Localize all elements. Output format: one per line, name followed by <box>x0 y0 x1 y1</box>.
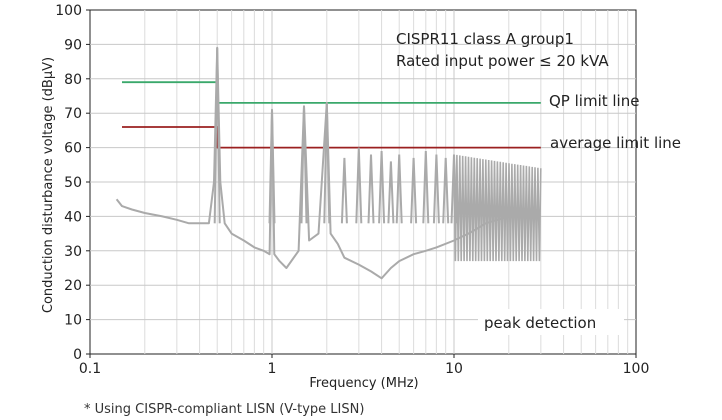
spectrum-peak <box>213 47 221 224</box>
y-axis-label: Conduction disturbance voltage (dBµV) <box>41 57 56 313</box>
y-tick-label: 20 <box>64 278 82 294</box>
qp-limit-label: QP limit line <box>549 92 639 110</box>
spectrum-peak <box>410 157 418 224</box>
spectrum-peak <box>300 106 308 224</box>
y-tick-label: 50 <box>64 175 82 191</box>
x-tick-label: 1 <box>268 361 277 377</box>
spectrum-peak <box>432 154 440 224</box>
peak-label-box <box>478 309 624 335</box>
y-tick-label: 40 <box>64 209 82 225</box>
y-tick-label: 100 <box>55 3 82 19</box>
spectrum-peak <box>367 154 375 224</box>
y-tick-label: 30 <box>64 244 82 260</box>
x-tick-label: 10 <box>445 361 463 377</box>
peak-spectrum <box>115 46 542 280</box>
title-line-2: Rated input power ≤ 20 kVA <box>396 52 609 70</box>
peak-detection-label: peak detection <box>484 314 596 332</box>
y-ticks: 0 10 20 30 40 50 60 70 80 90 100 <box>55 3 90 363</box>
average-limit-line <box>122 126 541 149</box>
y-tick-label: 90 <box>64 37 82 53</box>
y-tick-label: 70 <box>64 106 82 122</box>
x-tick-label: 100 <box>623 361 650 377</box>
title-line-1: CISPR11 class A group1 <box>396 30 574 48</box>
y-tick-label: 80 <box>64 72 82 88</box>
spectrum-peak <box>340 157 348 224</box>
spectrum-peak <box>395 154 403 224</box>
footnote: * Using CISPR-compliant LISN (V-type LIS… <box>84 402 364 417</box>
x-tick-label: 0.1 <box>79 361 101 377</box>
spectrum-peak <box>442 157 450 224</box>
y-tick-label: 10 <box>64 313 82 329</box>
x-ticks: 0.1 1 10 100 <box>79 354 650 377</box>
peak-spectrum-line <box>115 46 541 280</box>
spectrum-harmonic-band <box>453 154 542 262</box>
y-tick-label: 60 <box>64 141 82 157</box>
spectrum-peak <box>355 147 363 224</box>
avg-limit-label: average limit line <box>550 134 681 152</box>
spectrum-peak <box>268 109 276 224</box>
spectrum-peak <box>387 161 395 224</box>
x-axis-label: Frequency (MHz) <box>309 376 418 391</box>
spectrum-peak <box>422 150 430 224</box>
spectrum-peak <box>323 102 331 224</box>
spectrum-peak <box>378 150 386 224</box>
y-tick-label: 0 <box>73 347 82 363</box>
